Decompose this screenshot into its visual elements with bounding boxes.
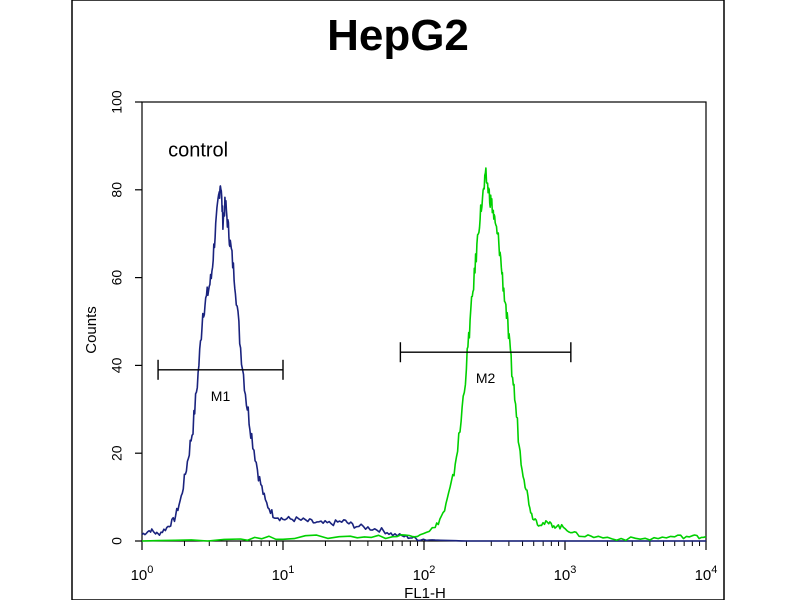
x-tick-label-4: 104 (695, 564, 718, 584)
y-tick-label-4: 80 (109, 182, 125, 198)
annotation-control: control (168, 139, 228, 161)
y-axis-title: Counts (83, 306, 100, 354)
marker-M2-label: M2 (476, 370, 496, 386)
x-tick-label-3: 103 (554, 564, 577, 584)
series-line-sample (141, 167, 707, 542)
marker-M1-label: M1 (211, 388, 231, 404)
figure-border (71, 0, 725, 600)
y-tick-label-2: 40 (109, 357, 125, 373)
series-line-control (141, 185, 706, 542)
y-tick-label-1: 20 (109, 445, 125, 461)
chart-title: HepG2 (327, 11, 469, 60)
x-tick-label-2: 102 (413, 564, 436, 584)
plot-frame (141, 101, 707, 542)
x-axis-title: FL1-H (404, 585, 446, 600)
x-tick-label-0: 100 (131, 564, 154, 584)
y-tick-label-5: 100 (109, 90, 125, 114)
y-tick-label-0: 0 (109, 537, 125, 545)
x-tick-label-1: 101 (272, 564, 295, 584)
y-tick-label-3: 60 (109, 270, 125, 286)
